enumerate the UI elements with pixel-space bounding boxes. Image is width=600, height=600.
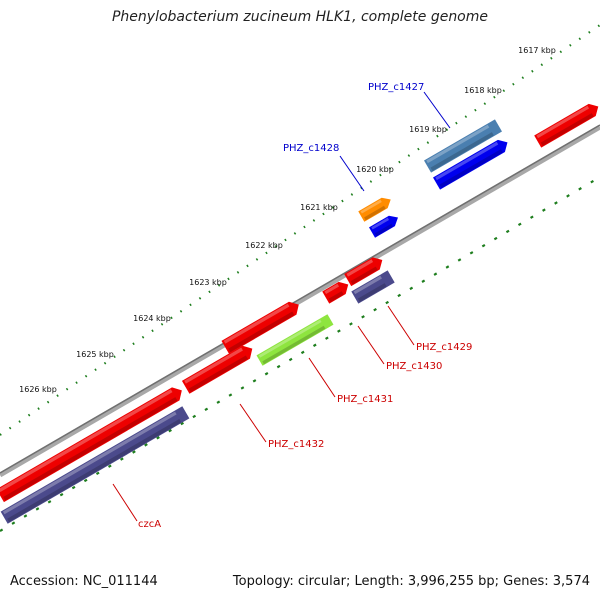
feature-phz-c1432-cds[interactable] xyxy=(181,342,256,394)
tick-label: 1618 kbp xyxy=(464,86,502,95)
feature-unnamed-cds[interactable] xyxy=(534,100,600,148)
tick-label: 1622 kbp xyxy=(245,241,283,250)
feature-phz-c1428-cds[interactable] xyxy=(358,194,393,222)
gene-label[interactable]: PHZ_c1429 xyxy=(416,342,472,353)
tick-label: 1625 kbp xyxy=(76,350,114,359)
backbone-layer xyxy=(0,124,600,478)
accession-text: Accession: NC_011144 xyxy=(10,574,158,589)
tick-layer: 1617 kbp 1618 kbp 1619 kbp 1620 kbp 1621 kbp… xyxy=(0,24,600,532)
label-layer: PHZ_c1427 PHZ_c1428 PHZ_c1429 PHZ_c1430 PHZ_… xyxy=(112,82,472,530)
tick-label: 1626 kbp xyxy=(19,385,57,394)
leader-line xyxy=(387,305,415,346)
feature-czca-gene[interactable] xyxy=(0,406,190,524)
tick-label: 1623 kbp xyxy=(189,278,227,287)
feature-phz-c1431-gene[interactable] xyxy=(256,314,334,366)
tick-label: 1617 kbp xyxy=(518,46,556,55)
gene-label[interactable]: PHZ_c1431 xyxy=(337,394,393,405)
feature-phz-c1431-cds[interactable] xyxy=(221,298,302,354)
feature-layer xyxy=(0,100,600,524)
gene-label[interactable]: czcA xyxy=(138,519,161,530)
leader-line xyxy=(308,357,336,398)
leader-line xyxy=(239,403,267,443)
feature-czca-cds[interactable] xyxy=(0,384,186,503)
feature-phz-c1428-gene[interactable] xyxy=(369,212,401,238)
tick-label: 1621 kbp xyxy=(300,203,338,212)
leader-line xyxy=(339,155,365,192)
feature-phz-c1430-cds[interactable] xyxy=(322,278,352,304)
feature-phz-c1429-gene[interactable] xyxy=(351,270,395,304)
genome-summary-text: Topology: circular; Length: 3,996,255 bp… xyxy=(232,574,590,589)
gene-label[interactable]: PHZ_c1427 xyxy=(368,82,424,93)
tick-track-outer xyxy=(0,24,600,436)
feature-phz-c1429-cds[interactable] xyxy=(344,254,386,287)
feature-phz-c1427-gene[interactable] xyxy=(433,136,511,190)
map-title: Phenylobacterium zucineum HLK1, complete… xyxy=(111,9,489,25)
tick-label: 1619 kbp xyxy=(409,125,447,134)
gene-label[interactable]: PHZ_c1428 xyxy=(283,143,339,154)
tick-label: 1620 kbp xyxy=(356,165,394,174)
leader-line xyxy=(357,325,385,365)
tick-label: 1624 kbp xyxy=(133,314,171,323)
backbone-line xyxy=(0,124,600,478)
feature-phz-c1427-cds[interactable] xyxy=(424,119,502,173)
leader-line xyxy=(423,91,451,129)
backbone-highlight xyxy=(0,124,600,474)
gene-label[interactable]: PHZ_c1432 xyxy=(268,439,324,450)
gene-label[interactable]: PHZ_c1430 xyxy=(386,361,442,372)
leader-line xyxy=(112,483,138,522)
